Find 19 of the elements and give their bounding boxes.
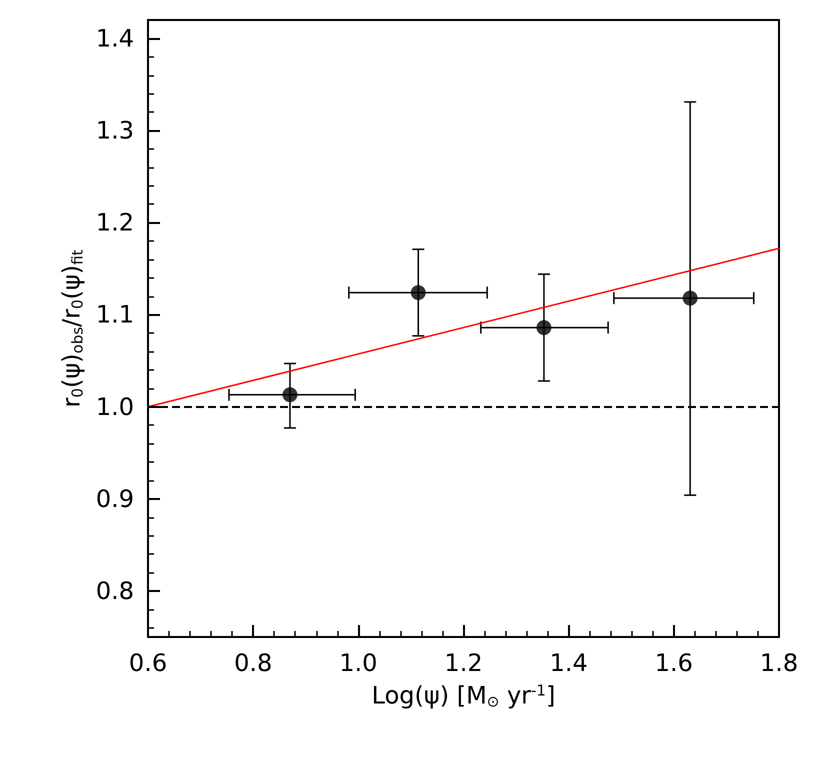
y-tick-label: 1.0 [96, 392, 134, 421]
point [410, 285, 426, 300]
y-tick-label: 0.8 [96, 576, 134, 605]
y-tick-label: 1.1 [96, 300, 134, 329]
x-tick-label: 0.6 [128, 649, 168, 677]
y-tick-label: 1.3 [96, 116, 134, 145]
x-tick-label: 1.4 [550, 649, 588, 677]
point [536, 320, 552, 336]
y-axis-title: r0(ψ)obs/r0(ψ)fit [57, 249, 86, 408]
x-tick-label: 1.2 [444, 649, 483, 677]
point [282, 387, 298, 402]
y-tick-label: 0.9 [96, 484, 134, 513]
x-tick-label: 0.8 [234, 649, 272, 677]
x-tick-label: 1.6 [654, 649, 693, 677]
y-tick-label: 1.4 [96, 24, 134, 52]
x-tick-label: 1.0 [339, 649, 378, 677]
point [682, 290, 698, 306]
y-tick-label: 1.2 [96, 208, 134, 237]
x-tick-label: 1.8 [760, 649, 798, 677]
